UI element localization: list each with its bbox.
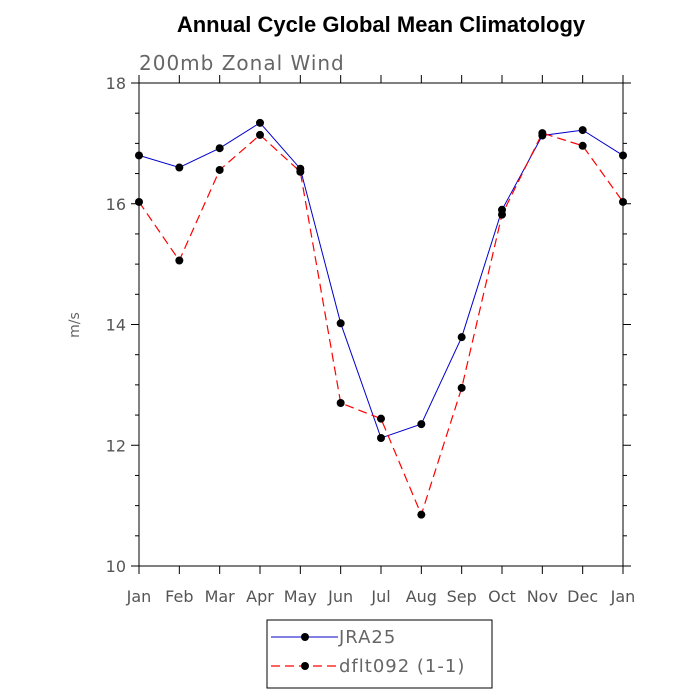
data-point-dflt092-1-1 xyxy=(538,129,547,138)
x-tick-label: Jan xyxy=(610,587,636,606)
x-tick-label: Jan xyxy=(126,587,152,606)
data-point-dflt092-1-1 xyxy=(336,398,345,407)
data-point-jra25 xyxy=(135,151,143,160)
y-tick-label: 14 xyxy=(106,316,126,335)
y-tick-label: 18 xyxy=(106,74,126,93)
x-tick-label: Dec xyxy=(567,587,598,606)
data-point-jra25 xyxy=(578,126,587,135)
series-line-jra25 xyxy=(138,122,624,439)
legend-label-jra25: JRA25 xyxy=(338,627,396,648)
y-tick-labels: 10 12 14 16 18 xyxy=(106,74,126,576)
legend-label-dflt092: dflt092 (1-1) xyxy=(339,656,465,677)
plot-frame xyxy=(138,82,624,567)
data-point-dflt092-1-1 xyxy=(296,167,305,176)
data-point-dflt092-1-1 xyxy=(498,210,506,219)
data-point-jra25 xyxy=(336,319,345,328)
data-point-dflt092-1-1 xyxy=(619,197,627,206)
legend: JRA25 dflt092 (1-1) xyxy=(266,619,493,689)
series-line-dflt092-1-1 xyxy=(138,132,624,517)
data-point-jra25 xyxy=(457,333,466,342)
x-tick-label: May xyxy=(284,587,317,606)
data-point-jra25 xyxy=(377,434,385,443)
legend-marker-jra25 xyxy=(301,633,309,641)
y-tick-label: 10 xyxy=(106,557,126,576)
data-point-jra25 xyxy=(256,118,264,127)
x-tick-label: Feb xyxy=(165,587,193,606)
legend-marker-dflt092 xyxy=(301,662,309,670)
data-point-dflt092-1-1 xyxy=(215,165,224,174)
data-point-jra25 xyxy=(175,163,184,172)
x-tick-label: Apr xyxy=(246,587,274,606)
data-point-dflt092-1-1 xyxy=(457,383,466,392)
y-tick-label: 16 xyxy=(106,195,126,214)
x-tick-label: Jun xyxy=(327,587,353,606)
x-tick-label: Sep xyxy=(447,587,477,606)
data-point-dflt092-1-1 xyxy=(135,197,143,206)
data-point-dflt092-1-1 xyxy=(417,510,426,519)
data-point-jra25 xyxy=(215,144,224,153)
x-tick-label: Jul xyxy=(370,587,390,606)
series-group xyxy=(135,118,627,519)
x-tick-labels: Jan Feb Mar Apr May Jun Jul Aug Sep Oct Nov Dec Jan xyxy=(126,587,636,606)
x-tick-label: Mar xyxy=(205,587,236,606)
data-point-dflt092-1-1 xyxy=(377,414,385,423)
data-point-jra25 xyxy=(417,420,426,429)
x-tick-label: Aug xyxy=(406,587,437,606)
chart-subtitle: 200mb Zonal Wind xyxy=(139,51,345,75)
x-tick-label: Oct xyxy=(488,587,516,606)
data-point-jra25 xyxy=(619,151,627,160)
data-point-dflt092-1-1 xyxy=(578,141,587,150)
legend-box xyxy=(266,619,493,689)
data-point-dflt092-1-1 xyxy=(175,256,184,265)
y-axis-label: m/s xyxy=(67,312,83,338)
chart-title: Annual Cycle Global Mean Climatology xyxy=(177,12,586,37)
axis-ticks xyxy=(131,75,631,574)
y-tick-label: 12 xyxy=(106,436,126,455)
x-tick-label: Nov xyxy=(527,587,558,606)
data-point-dflt092-1-1 xyxy=(256,130,264,139)
